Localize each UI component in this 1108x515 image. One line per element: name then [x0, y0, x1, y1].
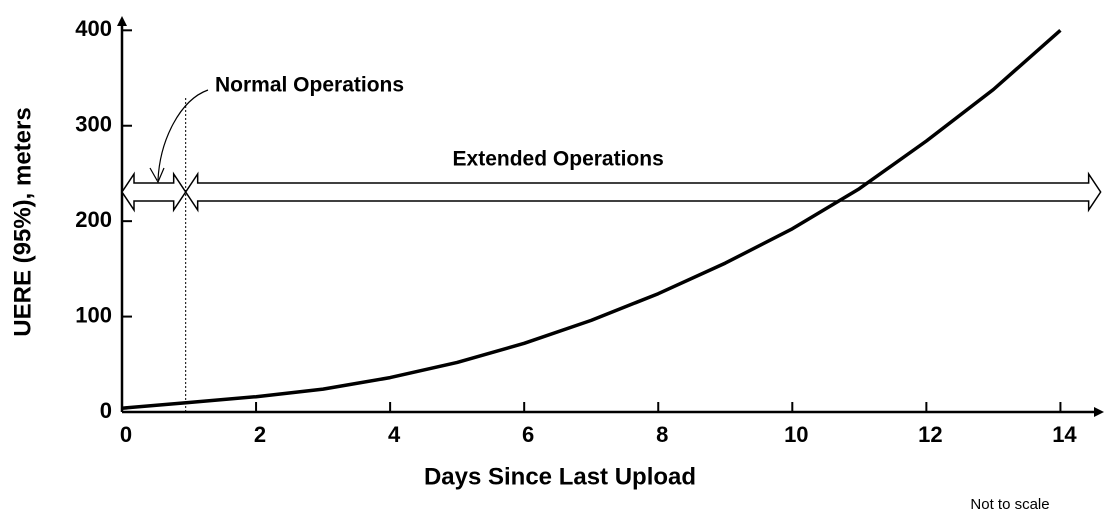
- y-axis-label: UERE (95%), meters: [9, 107, 36, 336]
- x-tick-label: 12: [918, 422, 942, 447]
- y-axis-arrow: [117, 16, 127, 26]
- x-tick-label: 0: [120, 422, 132, 447]
- y-tick-label: 300: [75, 112, 112, 137]
- x-tick-label: 14: [1052, 422, 1077, 447]
- y-tick-label: 0: [100, 398, 112, 423]
- x-tick-label: 4: [388, 422, 401, 447]
- callout-head: [149, 167, 165, 184]
- x-tick-label: 6: [522, 422, 534, 447]
- region-label: Extended Operations: [453, 148, 664, 171]
- region-label: Normal Operations: [215, 74, 404, 97]
- note: Not to scale: [970, 496, 1049, 513]
- x-axis-arrow: [1094, 407, 1104, 417]
- y-tick-label: 100: [75, 302, 112, 327]
- callout: [157, 89, 209, 181]
- line: [121, 28, 1062, 410]
- x-axis-label: Days Since Last Upload: [424, 463, 696, 490]
- y-tick-label: 400: [75, 16, 112, 41]
- region-arrow: [184, 171, 1102, 213]
- x-tick-label: 2: [254, 422, 266, 447]
- x-tick-label: 10: [784, 422, 808, 447]
- x-tick-label: 8: [656, 422, 668, 447]
- region-arrow: [121, 171, 187, 213]
- y-tick-label: 200: [75, 207, 112, 232]
